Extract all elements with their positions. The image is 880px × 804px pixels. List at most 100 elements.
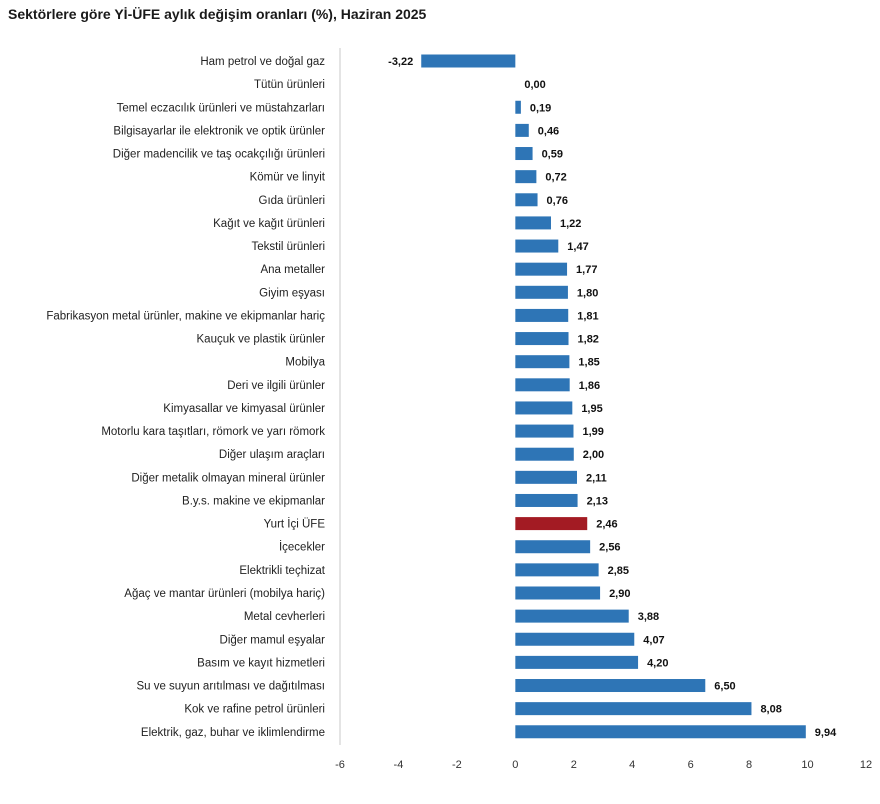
category-label: Kağıt ve kağıt ürünleri xyxy=(213,218,325,230)
bar xyxy=(515,470,577,484)
bar-highlight xyxy=(515,517,588,531)
category-label: Fabrikasyon metal ürünler, makine ve eki… xyxy=(46,310,325,322)
value-label: 0,00 xyxy=(524,79,545,91)
value-label: -3,22 xyxy=(388,56,413,68)
value-label: 8,08 xyxy=(760,704,781,716)
category-label: B.y.s. makine ve ekipmanlar xyxy=(182,495,325,507)
value-label: 0,59 xyxy=(542,149,563,161)
category-label: Motorlu kara taşıtları, römork ve yarı r… xyxy=(101,426,325,438)
category-label: Bilgisayarlar ile elektronik ve optik ür… xyxy=(113,125,325,137)
bar xyxy=(515,308,569,322)
category-label: Tütün ürünleri xyxy=(254,79,325,91)
value-label: 2,56 xyxy=(599,542,620,554)
value-label: 1,77 xyxy=(576,264,597,276)
bar xyxy=(515,702,752,716)
category-label: Diğer madencilik ve taş ocakçılığı ürünl… xyxy=(113,149,325,161)
chart-title: Sektörlere göre Yİ-ÜFE aylık değişim ora… xyxy=(8,6,427,22)
bar xyxy=(515,262,568,276)
x-tick-label: -6 xyxy=(335,759,345,771)
value-label: 1,47 xyxy=(567,241,588,253)
x-tick-label: 0 xyxy=(512,759,518,771)
x-tick-label: 12 xyxy=(860,759,872,771)
x-tick-label: 4 xyxy=(629,759,635,771)
value-label: 1,85 xyxy=(578,357,599,369)
bars-layer xyxy=(421,54,806,739)
bar xyxy=(515,193,538,207)
axis-layer: -6 -4 -2 0 2 4 6 8 10 12 xyxy=(335,48,872,771)
category-label: Kömür ve linyit xyxy=(250,172,326,184)
bar xyxy=(515,586,601,600)
category-label: Elektrikli teçhizat xyxy=(239,565,325,577)
x-tick-label: -2 xyxy=(452,759,462,771)
bar xyxy=(515,378,570,392)
value-label: 3,88 xyxy=(638,611,659,623)
value-label: 1,99 xyxy=(582,426,603,438)
category-label: Basım ve kayıt hizmetleri xyxy=(197,657,325,669)
category-label: Diğer mamul eşyalar xyxy=(220,634,326,646)
value-label: 0,46 xyxy=(538,125,559,137)
bar xyxy=(515,285,568,299)
bar xyxy=(515,424,574,438)
labels-layer: Ham petrol ve doğal gaz -3,22 Tütün ürünle… xyxy=(46,56,837,739)
bar xyxy=(515,655,639,669)
value-label: 2,13 xyxy=(587,495,608,507)
bar xyxy=(515,679,706,693)
category-label: İçecekler xyxy=(279,541,325,554)
category-label: Su ve suyun arıtılması ve dağıtılması xyxy=(136,681,325,693)
bar xyxy=(515,447,574,461)
x-tick-label: 8 xyxy=(746,759,752,771)
bar xyxy=(515,609,629,623)
bar xyxy=(515,332,569,346)
value-label: 1,22 xyxy=(560,218,581,230)
category-label: Mobilya xyxy=(285,357,325,369)
category-label: Yurt İçi ÜFE xyxy=(264,518,326,531)
value-label: 6,50 xyxy=(714,681,735,693)
value-label: 9,94 xyxy=(815,727,837,739)
bar xyxy=(515,123,529,137)
x-tick-label: 2 xyxy=(571,759,577,771)
value-label: 0,72 xyxy=(545,172,566,184)
value-label: 2,90 xyxy=(609,588,630,600)
x-tick-label: 10 xyxy=(801,759,813,771)
value-label: 1,95 xyxy=(581,403,602,415)
category-label: Giyim eşyası xyxy=(259,287,325,299)
value-label: 2,46 xyxy=(596,519,617,531)
category-label: Elektrik, gaz, buhar ve iklimlendirme xyxy=(141,727,325,739)
value-label: 1,82 xyxy=(578,334,599,346)
value-label: 2,00 xyxy=(583,449,604,461)
bar xyxy=(515,216,551,230)
value-label: 4,20 xyxy=(647,657,668,669)
bar xyxy=(515,100,521,114)
category-label: Temel eczacılık ürünleri ve müstahzarlar… xyxy=(117,102,325,114)
category-label: Diğer metalik olmayan mineral ürünler xyxy=(131,472,325,484)
bar xyxy=(515,147,533,161)
bar xyxy=(515,355,570,369)
bar xyxy=(515,401,573,415)
value-label: 0,19 xyxy=(530,102,551,114)
x-tick-label: 6 xyxy=(688,759,694,771)
category-label: Tekstil ürünleri xyxy=(252,241,326,253)
value-label: 2,11 xyxy=(586,472,607,484)
value-label: 2,85 xyxy=(608,565,629,577)
category-label: Metal cevherleri xyxy=(244,611,325,623)
bar xyxy=(515,170,537,184)
value-label: 1,80 xyxy=(577,287,598,299)
category-label: Gıda ürünleri xyxy=(259,195,325,207)
bar xyxy=(515,725,806,739)
category-label: Deri ve ilgili ürünler xyxy=(227,380,325,392)
bar xyxy=(515,632,635,646)
category-label: Kimyasallar ve kimyasal ürünler xyxy=(163,403,325,415)
bar xyxy=(515,563,599,577)
bar xyxy=(515,540,591,554)
x-tick-label: -4 xyxy=(394,759,404,771)
bar xyxy=(515,239,559,253)
bar xyxy=(515,493,578,507)
value-label: 1,81 xyxy=(577,310,598,322)
category-label: Ana metaller xyxy=(260,264,325,276)
category-label: Ham petrol ve doğal gaz xyxy=(200,56,325,68)
value-label: 0,76 xyxy=(547,195,568,207)
category-label: Kok ve rafine petrol ürünleri xyxy=(184,704,325,716)
category-label: Diğer ulaşım araçları xyxy=(219,449,325,461)
value-label: 4,07 xyxy=(643,634,664,646)
